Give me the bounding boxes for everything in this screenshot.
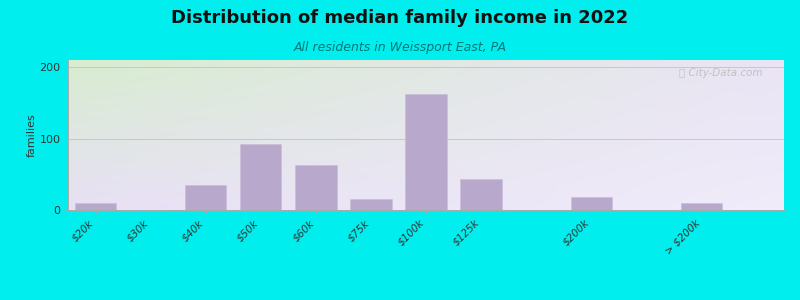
Bar bbox=[406, 94, 446, 210]
Bar bbox=[75, 203, 116, 210]
Bar bbox=[461, 179, 502, 210]
Bar bbox=[295, 165, 337, 210]
Text: All residents in Weissport East, PA: All residents in Weissport East, PA bbox=[294, 40, 506, 53]
Bar bbox=[681, 203, 722, 210]
Text: Ⓜ City-Data.com: Ⓜ City-Data.com bbox=[679, 68, 762, 77]
Bar bbox=[185, 185, 226, 210]
Y-axis label: families: families bbox=[26, 113, 37, 157]
Bar bbox=[350, 199, 391, 210]
Bar bbox=[240, 144, 282, 210]
Text: Distribution of median family income in 2022: Distribution of median family income in … bbox=[171, 9, 629, 27]
Bar bbox=[570, 197, 612, 210]
